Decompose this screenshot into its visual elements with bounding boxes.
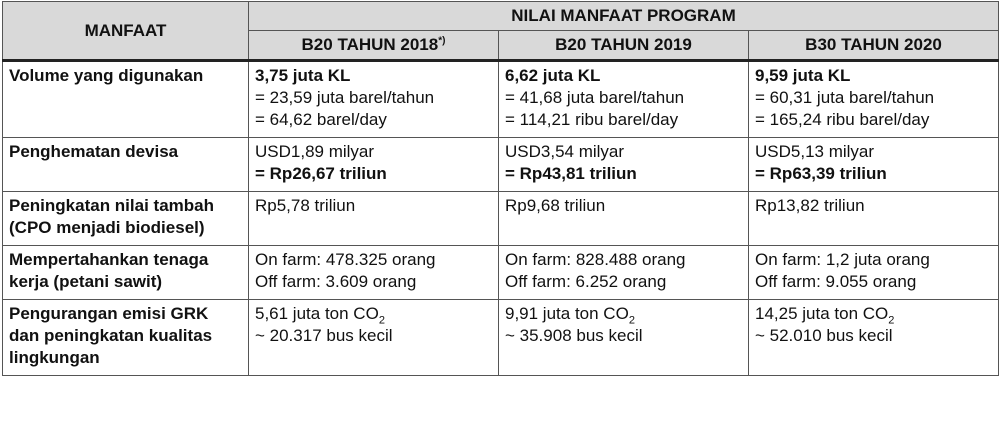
equals-sign: = (505, 164, 520, 183)
row-label-emisi: Pengurangan emisi GRK dan peningkatan ku… (2, 299, 249, 376)
cell-line: On farm: 1,2 juta orang (755, 250, 930, 269)
cell-line: On farm: 828.488 orang (505, 250, 686, 269)
table-row: Peningkatan nilai tambah (CPO menjadi bi… (2, 191, 1000, 246)
cell-line: 5,61 juta ton CO2 (255, 303, 492, 327)
cell-line: USD3,54 milyar (505, 142, 625, 161)
cell-line: Off farm: 3.609 orang (255, 272, 417, 291)
emission-value: 5,61 juta ton CO (255, 304, 379, 323)
cell-tenaga-kerja-2019: On farm: 828.488 orang Off farm: 6.252 o… (498, 245, 749, 300)
table-header: MANFAAT NILAI MANFAAT PROGRAM B20 TAHUN … (2, 1, 1000, 61)
cell-devisa-2019: USD3,54 milyar = Rp43,81 triliun (498, 137, 749, 192)
cell-line: Off farm: 9.055 orang (755, 272, 917, 291)
cell-line: USD5,13 milyar (755, 142, 875, 161)
co2-subscript: 2 (378, 314, 385, 327)
co2-subscript: 2 (628, 314, 635, 327)
cell-line: 9,91 juta ton CO2 (505, 303, 742, 327)
footnote-marker: *) (438, 35, 446, 47)
cell-line: Off farm: 6.252 orang (505, 272, 667, 291)
cell-line: 6,62 juta KL (505, 66, 601, 85)
rupiah-value: Rp43,81 triliun (519, 164, 637, 183)
row-label-devisa: Penghematan devisa (2, 137, 249, 192)
label-line: (CPO menjadi biodiesel) (9, 218, 205, 237)
cell-tenaga-kerja-2020: On farm: 1,2 juta orang Off farm: 9.055 … (747, 245, 1000, 300)
label-line: Peningkatan nilai tambah (9, 196, 214, 215)
cell-line: 3,75 juta KL (255, 66, 351, 85)
cell-devisa-2018: USD1,89 milyar = Rp26,67 triliun (248, 137, 499, 192)
equals-sign: = (755, 164, 770, 183)
cell-volume-2019: 6,62 juta KL = 41,68 juta barel/tahun = … (498, 60, 749, 138)
rupiah-value: Rp63,39 triliun (769, 164, 887, 183)
cell-line: ~ 52.010 bus kecil (755, 326, 893, 345)
cell-line: = 60,31 juta barel/tahun (755, 88, 935, 107)
header-program: NILAI MANFAAT PROGRAM (247, 1, 1000, 31)
cell-emisi-2020: 14,25 juta ton CO2 ~ 52.010 bus kecil (747, 299, 1000, 376)
cell-emisi-2019: 9,91 juta ton CO2 ~ 35.908 bus kecil (498, 299, 749, 376)
header-col-2020: B30 TAHUN 2020 (747, 30, 1000, 61)
cell-emisi-2018: 5,61 juta ton CO2 ~ 20.317 bus kecil (248, 299, 499, 376)
row-label-volume: Volume yang digunakan (2, 60, 249, 138)
cell-tenaga-kerja-2018: On farm: 478.325 orang Off farm: 3.609 o… (248, 245, 499, 300)
cell-line: = Rp26,67 triliun (255, 163, 492, 185)
equals-sign: = (255, 164, 270, 183)
cell-line: = Rp43,81 triliun (505, 163, 742, 185)
cell-line: 14,25 juta ton CO2 (755, 303, 992, 327)
co2-subscript: 2 (888, 314, 895, 327)
cell-line: = 23,59 juta barel/tahun (255, 88, 435, 107)
header-manfaat: MANFAAT (2, 1, 249, 61)
header-col-2018-label: B20 TAHUN 2018 (301, 35, 439, 54)
label-line: lingkungan (9, 348, 100, 367)
cell-line: = 114,21 ribu barel/day (505, 110, 679, 129)
cell-line: ~ 35.908 bus kecil (505, 326, 643, 345)
header-col-2018: B20 TAHUN 2018*) (248, 30, 499, 61)
header-col-2019: B20 TAHUN 2019 (498, 30, 749, 61)
cell-nilai-tambah-2018: Rp5,78 triliun (248, 191, 499, 246)
table-row: Volume yang digunakan 3,75 juta KL = 23,… (2, 60, 1000, 138)
benefit-table: MANFAAT NILAI MANFAAT PROGRAM B20 TAHUN … (2, 1, 1000, 376)
cell-line: = Rp63,39 triliun (755, 163, 992, 185)
cell-devisa-2020: USD5,13 milyar = Rp63,39 triliun (747, 137, 1000, 192)
label-line: dan peningkatan kualitas (9, 326, 213, 345)
cell-line: = 41,68 juta barel/tahun (505, 88, 685, 107)
cell-nilai-tambah-2020: Rp13,82 triliun (747, 191, 1000, 246)
cell-line: USD1,89 milyar (255, 142, 375, 161)
cell-nilai-tambah-2019: Rp9,68 triliun (498, 191, 749, 246)
cell-volume-2020: 9,59 juta KL = 60,31 juta barel/tahun = … (747, 60, 1000, 138)
cell-line: On farm: 478.325 orang (255, 250, 436, 269)
label-line: kerja (petani sawit) (9, 272, 163, 291)
label-line: Pengurangan emisi GRK (9, 304, 209, 323)
emission-value: 9,91 juta ton CO (505, 304, 629, 323)
table-row: Penghematan devisa USD1,89 milyar = Rp26… (2, 137, 1000, 192)
cell-volume-2018: 3,75 juta KL = 23,59 juta barel/tahun = … (248, 60, 499, 138)
table-row: Mempertahankan tenaga kerja (petani sawi… (2, 245, 1000, 300)
cell-line: 9,59 juta KL (755, 66, 851, 85)
table-row: Pengurangan emisi GRK dan peningkatan ku… (2, 299, 1000, 376)
label-line: Mempertahankan tenaga (9, 250, 209, 269)
row-label-nilai-tambah: Peningkatan nilai tambah (CPO menjadi bi… (2, 191, 249, 246)
row-label-tenaga-kerja: Mempertahankan tenaga kerja (petani sawi… (2, 245, 249, 300)
cell-line: = 64,62 barel/day (255, 110, 387, 129)
cell-line: ~ 20.317 bus kecil (255, 326, 393, 345)
emission-value: 14,25 juta ton CO (755, 304, 889, 323)
rupiah-value: Rp26,67 triliun (269, 164, 387, 183)
cell-line: = 165,24 ribu barel/day (755, 110, 930, 129)
